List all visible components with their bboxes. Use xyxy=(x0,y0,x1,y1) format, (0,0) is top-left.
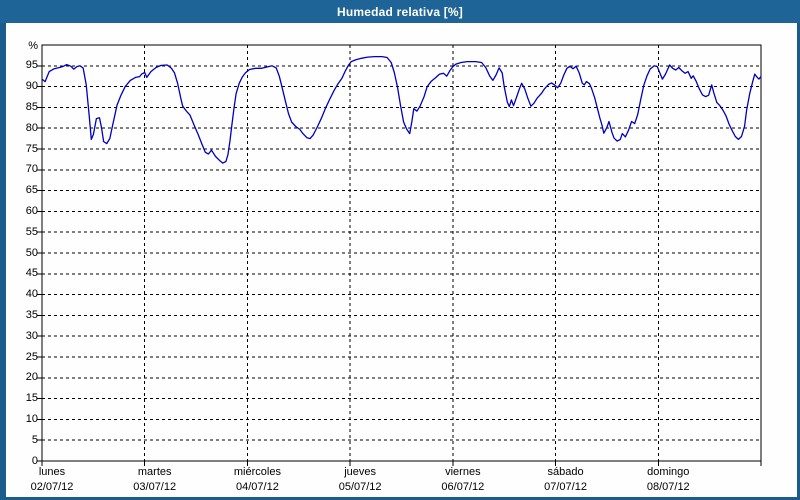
x-day-date: 04/07/12 xyxy=(236,481,279,493)
x-day-name: lunes xyxy=(38,466,66,478)
window-title: Humedad relativa [%] xyxy=(336,4,464,19)
y-tick-label: 10 xyxy=(25,412,38,425)
y-tick-label: 65 xyxy=(25,184,38,197)
x-day-label: miércoles 04/07/12 xyxy=(202,465,312,495)
y-tick-label: 75 xyxy=(25,142,38,155)
x-day-name: martes xyxy=(137,466,172,478)
x-day-label: sábado 07/07/12 xyxy=(511,465,621,495)
x-day-label: jueves 05/07/12 xyxy=(305,465,415,495)
y-tick-label: 25 xyxy=(25,350,38,363)
tick-marks xyxy=(37,65,762,466)
y-tick-label: 50 xyxy=(25,246,38,259)
y-tick-label: 35 xyxy=(25,308,38,321)
x-day-date: 06/07/12 xyxy=(441,481,485,493)
y-tick-label: 20 xyxy=(25,371,38,384)
window-titlebar: Humedad relativa [%] xyxy=(0,0,800,23)
x-day-name: viernes xyxy=(445,466,481,478)
y-tick-label: 80 xyxy=(25,121,38,134)
x-day-name: miércoles xyxy=(233,466,281,478)
x-day-label: viernes 06/07/12 xyxy=(408,465,518,495)
x-day-date: 07/07/12 xyxy=(544,481,587,493)
y-tick-label: 0 xyxy=(31,454,38,467)
x-day-date: 03/07/12 xyxy=(133,481,177,493)
chart-panel: % 0 5 10 15 20 25 30 35 40 45 50 55 60 65 70 75 80 85 90 95… xyxy=(6,23,797,497)
y-tick-label: 60 xyxy=(25,204,38,217)
x-day-date: 02/07/12 xyxy=(30,481,74,493)
y-tick-label: 45 xyxy=(25,267,38,280)
y-tick-label: 30 xyxy=(25,329,38,342)
x-day-label: domingo 08/07/12 xyxy=(613,465,723,495)
y-tick-label: 85 xyxy=(25,100,38,113)
humidity-series-line xyxy=(41,55,762,164)
y-tick-label: 15 xyxy=(25,392,38,405)
y-tick-label: 90 xyxy=(25,80,38,93)
axis-frame xyxy=(41,44,762,462)
y-tick-label: 55 xyxy=(25,225,38,238)
x-day-name: sábado xyxy=(547,466,584,478)
x-day-date: 05/07/12 xyxy=(338,481,382,493)
y-tick-label: 95 xyxy=(25,59,38,72)
x-day-date: 08/07/12 xyxy=(646,481,690,493)
x-day-name: jueves xyxy=(344,466,377,478)
y-tick-label: 70 xyxy=(25,163,38,176)
humidity-line-chart xyxy=(37,44,762,466)
x-day-label: martes 03/07/12 xyxy=(100,465,210,495)
x-day-label: lunes 02/07/12 xyxy=(0,465,107,495)
y-tick-label: 40 xyxy=(25,288,38,301)
y-tick-label: 5 xyxy=(31,433,38,446)
x-day-name: domingo xyxy=(647,466,690,478)
y-axis-unit-label: % xyxy=(28,40,38,52)
